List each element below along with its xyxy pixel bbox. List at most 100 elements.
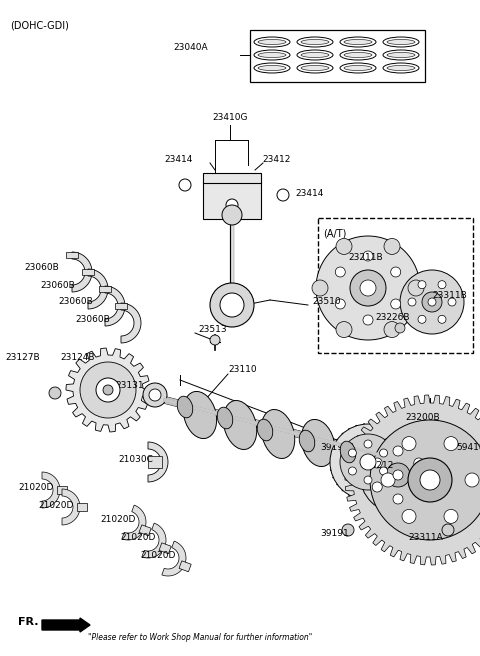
Bar xyxy=(148,456,162,468)
Ellipse shape xyxy=(340,37,376,47)
Text: 21020D: 21020D xyxy=(100,516,135,525)
Text: 39190A: 39190A xyxy=(320,443,355,453)
Ellipse shape xyxy=(258,66,286,70)
Bar xyxy=(57,486,67,494)
Bar xyxy=(159,543,171,554)
Ellipse shape xyxy=(344,39,372,45)
Bar xyxy=(203,181,261,219)
Ellipse shape xyxy=(301,419,335,466)
Ellipse shape xyxy=(261,409,295,459)
Circle shape xyxy=(143,383,167,407)
Ellipse shape xyxy=(344,66,372,70)
Ellipse shape xyxy=(183,392,216,439)
Bar xyxy=(66,252,78,258)
Polygon shape xyxy=(122,505,146,540)
Circle shape xyxy=(444,509,458,523)
Circle shape xyxy=(400,270,464,334)
Circle shape xyxy=(222,205,242,225)
Polygon shape xyxy=(142,523,166,558)
Text: 23226B: 23226B xyxy=(375,314,409,323)
Circle shape xyxy=(348,449,357,457)
Bar xyxy=(77,503,87,511)
Ellipse shape xyxy=(383,50,419,60)
Circle shape xyxy=(336,238,352,255)
Circle shape xyxy=(428,298,436,306)
Text: 23412: 23412 xyxy=(262,155,290,165)
Ellipse shape xyxy=(297,50,333,60)
Text: 23060B: 23060B xyxy=(24,264,59,272)
FancyArrow shape xyxy=(42,618,90,632)
Circle shape xyxy=(210,283,254,327)
Text: 21030C: 21030C xyxy=(118,455,153,464)
Circle shape xyxy=(342,524,354,536)
Ellipse shape xyxy=(387,52,415,58)
Ellipse shape xyxy=(344,52,372,58)
Polygon shape xyxy=(105,286,125,326)
Text: 23410G: 23410G xyxy=(212,113,248,123)
Circle shape xyxy=(414,482,424,492)
Ellipse shape xyxy=(387,39,415,45)
Polygon shape xyxy=(162,541,186,576)
Text: 23131: 23131 xyxy=(115,380,144,390)
Polygon shape xyxy=(42,472,60,508)
Circle shape xyxy=(336,299,345,309)
Ellipse shape xyxy=(340,63,376,73)
Circle shape xyxy=(49,387,61,399)
Ellipse shape xyxy=(301,52,329,58)
Circle shape xyxy=(370,420,480,540)
Text: 21020D: 21020D xyxy=(18,483,53,493)
Circle shape xyxy=(381,473,395,487)
Text: 21020D: 21020D xyxy=(120,533,156,543)
Ellipse shape xyxy=(301,66,329,70)
Circle shape xyxy=(149,389,161,401)
Text: (DOHC-GDI): (DOHC-GDI) xyxy=(10,20,69,30)
Circle shape xyxy=(393,494,403,504)
Circle shape xyxy=(408,298,416,306)
Circle shape xyxy=(364,440,372,448)
Ellipse shape xyxy=(299,430,315,452)
Circle shape xyxy=(80,362,136,418)
Circle shape xyxy=(360,280,376,296)
Text: 23513: 23513 xyxy=(198,325,227,335)
Circle shape xyxy=(420,470,440,490)
Ellipse shape xyxy=(383,37,419,47)
Circle shape xyxy=(179,179,191,191)
Circle shape xyxy=(444,437,458,451)
Text: 23060B: 23060B xyxy=(58,298,93,306)
Circle shape xyxy=(96,378,120,402)
Circle shape xyxy=(350,270,386,306)
Circle shape xyxy=(103,385,113,395)
Circle shape xyxy=(395,323,405,333)
Text: 23110: 23110 xyxy=(228,365,257,375)
Circle shape xyxy=(393,446,403,456)
Text: 23211B: 23211B xyxy=(348,253,383,262)
Polygon shape xyxy=(148,442,168,482)
Text: 21020D: 21020D xyxy=(140,552,175,560)
Polygon shape xyxy=(66,348,150,432)
Ellipse shape xyxy=(254,63,290,73)
Circle shape xyxy=(380,467,387,475)
Polygon shape xyxy=(72,252,92,292)
Circle shape xyxy=(391,267,401,277)
Text: "Please refer to Work Shop Manual for further information": "Please refer to Work Shop Manual for fu… xyxy=(88,634,312,642)
Ellipse shape xyxy=(217,407,233,429)
Circle shape xyxy=(408,458,452,502)
Bar xyxy=(139,525,151,536)
Text: 23311B: 23311B xyxy=(432,291,467,300)
Text: 59418: 59418 xyxy=(456,443,480,453)
Bar xyxy=(115,303,127,309)
Text: 23060B: 23060B xyxy=(40,281,75,289)
Circle shape xyxy=(348,467,357,475)
Bar xyxy=(203,173,261,183)
Circle shape xyxy=(210,335,220,345)
Text: (A/T): (A/T) xyxy=(323,228,347,238)
Circle shape xyxy=(418,316,426,323)
Ellipse shape xyxy=(177,396,193,418)
Text: 21020D: 21020D xyxy=(38,501,73,510)
Circle shape xyxy=(414,458,424,468)
Ellipse shape xyxy=(340,441,356,462)
Circle shape xyxy=(380,449,387,457)
Ellipse shape xyxy=(297,37,333,47)
Text: 23510: 23510 xyxy=(312,298,341,306)
Text: 23060B: 23060B xyxy=(75,314,110,323)
